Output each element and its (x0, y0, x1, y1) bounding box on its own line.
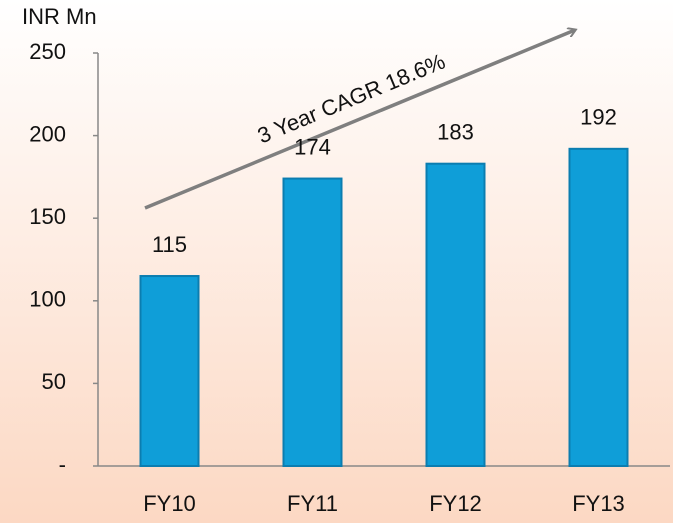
y-tick-label: 200 (29, 121, 66, 146)
value-label: 115 (152, 232, 187, 257)
bar (139, 275, 200, 467)
value-label: 183 (437, 119, 474, 144)
bar (425, 162, 486, 468)
y-axis-label: INR Mn (22, 4, 97, 29)
x-tick-label: FY12 (429, 491, 482, 516)
cagr-arrow (144, 30, 575, 210)
value-label: 192 (580, 105, 617, 130)
x-tick-label: FY13 (572, 491, 625, 516)
y-tick-label: 50 (42, 369, 66, 394)
bar (282, 177, 343, 467)
bar (568, 147, 629, 467)
y-tick-label: 100 (29, 287, 66, 312)
y-tick-label: 250 (29, 39, 66, 64)
value-label: 174 (294, 134, 331, 159)
y-tick-label: - (59, 452, 66, 477)
x-tick-label: FY11 (287, 491, 338, 516)
y-tick-label: 150 (29, 204, 66, 229)
x-tick-label: FY10 (143, 491, 196, 516)
